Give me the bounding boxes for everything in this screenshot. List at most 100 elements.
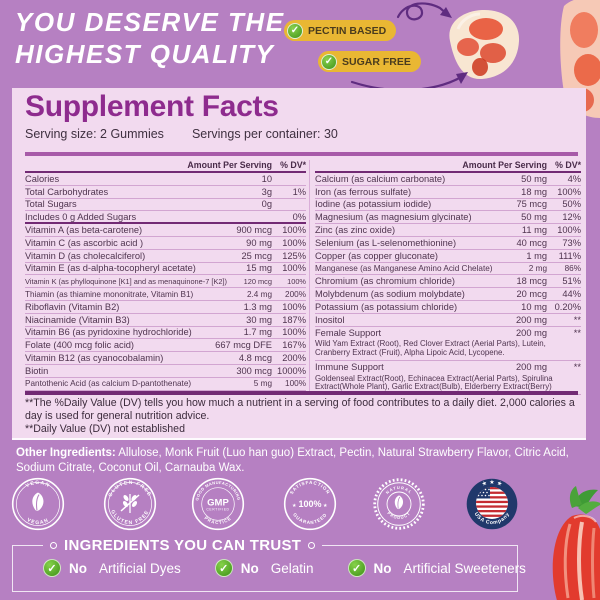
- footnote-not-established: **Daily Value (DV) not established: [25, 423, 185, 435]
- nutrient-amount: 4.8 mcg: [238, 353, 272, 364]
- check-icon: ✓: [43, 559, 61, 577]
- table-row: Zinc (as zinc oxide) 11 mg 100%: [315, 224, 581, 237]
- table-header: Amount Per Serving % DV*: [315, 160, 581, 173]
- column-divider: [309, 160, 310, 392]
- nutrient-name: Total Sugars: [25, 199, 77, 210]
- nutrient-dv: **: [573, 327, 581, 338]
- nutrient-amount: 3g: [261, 186, 272, 197]
- nutrient-name: Thiamin (as thiamine mononitrate, Vitami…: [25, 289, 194, 299]
- nutrient-name: Potassium (as potassium chloride): [315, 301, 458, 312]
- table-row: Selenium (as L-selenomethionine) 40 mcg 73…: [315, 237, 581, 250]
- nutrient-name: Total Carbohydrates: [25, 186, 109, 197]
- table-row: Vitamin A (as beta-carotene) 900 mcg 100%: [25, 224, 306, 237]
- nutrient-amount: 0g: [261, 199, 272, 210]
- trust-title-text: INGREDIENTS YOU CAN TRUST: [64, 537, 302, 554]
- trust-item: ✓ No Artificial Sweeteners: [347, 559, 526, 577]
- nutrient-amount: 1.7 mg: [243, 327, 272, 338]
- table-row: Manganese (as Manganese Amino Acid Chela…: [315, 263, 581, 276]
- certification-stamps: VEGAN VEGAN GLUTEN FREE GLUTEN FREE GOOD…: [0, 477, 600, 533]
- nutrient-name: Folate (400 mcg folic acid): [25, 340, 135, 351]
- nutrient-name: Vitamin D (as cholecalciferol): [25, 250, 146, 261]
- table-row: Total Sugars 0g: [25, 199, 306, 212]
- table-row: Female Support 200 mg **: [315, 327, 581, 340]
- nutrient-amount: 50 mg: [521, 173, 547, 184]
- nutrient-name: Vitamin B12 (as cyanocobalamin): [25, 353, 164, 364]
- header-dv: % DV*: [555, 160, 581, 170]
- nutrient-dv: 73%: [562, 237, 581, 248]
- nutrient-dv: 111%: [558, 250, 581, 261]
- table-row: Iron (as ferrous sulfate) 18 mg 100%: [315, 186, 581, 199]
- nutrient-dv: 12%: [562, 212, 581, 223]
- svg-text:★: ★: [292, 503, 297, 509]
- supplement-facts-panel: Supplement Facts Serving size: 2 Gummies…: [12, 88, 586, 440]
- nutrient-amount: 667 mcg DFE: [215, 340, 272, 351]
- nutrient-name: Copper (as copper gluconate): [315, 250, 438, 261]
- svg-text:★: ★: [323, 503, 328, 509]
- nutrient-name: Vitamin C (as ascorbic acid ): [25, 237, 144, 248]
- trust-item-prefix: No: [373, 560, 392, 576]
- check-icon: ✓: [321, 53, 337, 70]
- nutrient-name: Zinc (as zinc oxide): [315, 225, 396, 236]
- gluten-stamp: GLUTEN FREE GLUTEN FREE: [103, 477, 157, 531]
- nutrient-amount: 11 mg: [521, 225, 547, 236]
- table-row: Iodine (as potassium iodide) 75 mcg 50%: [315, 199, 581, 212]
- nutrient-dv: 100%: [282, 237, 306, 248]
- header-amount: Amount Per Serving: [187, 160, 272, 170]
- svg-text:GUARANTEED: GUARANTEED: [292, 512, 328, 525]
- nutrient-dv: 187%: [282, 314, 306, 325]
- nutrient-dv: 86%: [564, 263, 581, 273]
- nutrient-name: Vitamin A (as beta-carotene): [25, 225, 143, 236]
- table-row: Vitamin D (as cholecalciferol) 25 mcg 125%: [25, 250, 306, 263]
- serving-size: Serving size: 2 Gummies: [25, 127, 164, 141]
- nutrient-dv: 100%: [282, 263, 306, 274]
- nutrient-dv: 100%: [557, 186, 581, 197]
- nutrient-amount: 30 mg: [246, 314, 272, 325]
- nutrient-amount: 15 mg: [246, 263, 272, 274]
- table-row: Copper (as copper gluconate) 1 mg 111%: [315, 250, 581, 263]
- nutrient-amount: 20 mcg: [516, 289, 548, 300]
- nutrient-name: Female Support: [315, 327, 382, 338]
- nutrient-dv: 125%: [282, 250, 306, 261]
- nutrient-name: Immune Support: [315, 362, 384, 373]
- nutrient-amount: 2 mg: [528, 263, 547, 273]
- nutrient-name: Niacinamide (Vitamin B3): [25, 314, 130, 325]
- nutrient-dv: 100%: [282, 327, 306, 338]
- nutrient-name: Magnesium (as magnesium glycinate): [315, 212, 472, 223]
- svg-text:VEGAN: VEGAN: [26, 517, 50, 526]
- table-row: Riboflavin (Vitamin B2) 1.3 mg 100%: [25, 301, 306, 314]
- nutrient-amount: 40 mcg: [516, 237, 548, 248]
- table-row: Calories 10: [25, 173, 306, 186]
- nutrient-amount: 10 mg: [521, 301, 547, 312]
- nutrient-name: Vitamin E (as d-alpha-tocopheryl acetate…: [25, 263, 196, 274]
- nutrient-name: Calories: [25, 173, 60, 184]
- svg-text:GMP: GMP: [207, 498, 229, 509]
- table-row: Vitamin B12 (as cyanocobalamin) 4.8 mcg 20…: [25, 352, 306, 365]
- nutrient-amount: 10: [261, 173, 272, 184]
- table-row: Molybdenum (as sodium molybdate) 20 mcg 44…: [315, 288, 581, 301]
- trust-item: ✓ No Gelatin: [214, 559, 314, 577]
- footnotes: **The %Daily Value (DV) tells you how mu…: [25, 397, 577, 436]
- table-row: Inositol 200 mg **: [315, 314, 581, 327]
- table-row: Includes 0 g Added Sugars 0%: [25, 211, 306, 225]
- nutrient-amount: 120 mcg: [243, 276, 272, 286]
- headline: YOU DESERVE THE HIGHEST QUALITY: [15, 6, 285, 70]
- table-row: Vitamin C (as ascorbic acid ) 90 mg 100%: [25, 237, 306, 250]
- nutrient-amount: 1.3 mg: [243, 301, 272, 312]
- gummy-image: [449, 9, 520, 80]
- sugar-free-badge: ✓ SUGAR FREE: [318, 51, 421, 72]
- table-row-group: Immune Support 200 mg ** Goldenseal Extract…: [315, 361, 581, 395]
- nutrient-name: Molybdenum (as sodium molybdate): [315, 289, 465, 300]
- trust-item-label: Gelatin: [270, 560, 314, 576]
- nutrient-dv: 50%: [562, 199, 581, 210]
- nutrient-dv: 200%: [285, 289, 306, 299]
- table-row: Folate (400 mcg folic acid) 667 mcg DFE 16…: [25, 339, 306, 353]
- nutrition-table: Amount Per Serving % DV* Calories 10 Total C…: [12, 160, 586, 395]
- table-row: Total Carbohydrates 3g 1%: [25, 186, 306, 199]
- nutrient-name: Vitamin B6 (as pyridoxine hydrochloride): [25, 327, 192, 338]
- divider-bar: [25, 152, 578, 156]
- svg-text:PRACTICE: PRACTICE: [203, 515, 232, 525]
- nutrient-dv: 0%: [292, 211, 306, 222]
- table-row: Potassium (as potassium chloride) 10 mg 0.…: [315, 301, 581, 314]
- nutrient-amount: 200 mg: [515, 327, 547, 338]
- servings-per-container: Servings per container: 30: [191, 127, 338, 141]
